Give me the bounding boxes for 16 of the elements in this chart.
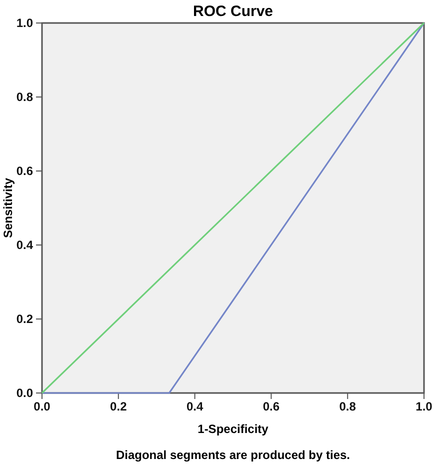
chart-title: ROC Curve bbox=[192, 3, 274, 20]
y-tick-label: 0.6 bbox=[16, 164, 34, 178]
y-tick-label: 0.0 bbox=[16, 386, 34, 400]
x-tick-label: 0.2 bbox=[110, 400, 128, 414]
y-tick-label: 0.8 bbox=[16, 90, 34, 104]
y-tick-label: 0.2 bbox=[16, 312, 34, 326]
x-tick-label: 0.0 bbox=[34, 400, 51, 414]
x-tick-label: 1.0 bbox=[416, 400, 433, 414]
y-axis-title: Sensitivity bbox=[1, 178, 15, 238]
x-axis-title: 1-Specificity bbox=[198, 422, 269, 436]
y-tick-label: 1.0 bbox=[16, 16, 34, 30]
x-tick-label: 0.4 bbox=[186, 400, 204, 414]
x-tick-label: 0.8 bbox=[339, 400, 356, 414]
y-tick-label: 0.4 bbox=[16, 238, 34, 252]
x-tick-label: 0.6 bbox=[262, 400, 280, 414]
text: Diagonal segments are produced by ties. bbox=[116, 448, 350, 462]
